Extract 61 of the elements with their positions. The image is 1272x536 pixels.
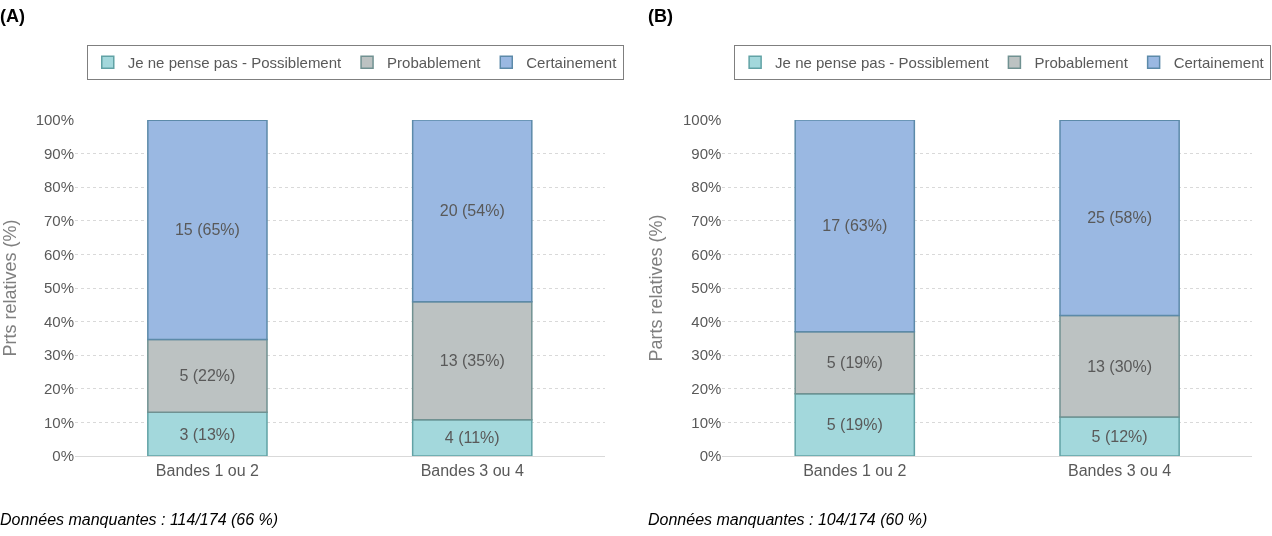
legend-label: Je ne pense pas - Possiblement (775, 54, 990, 72)
y-axis-title: Prts relatives (%) (0, 219, 20, 357)
y-tick-label: 80% (43, 178, 74, 196)
bar (1059, 314, 1180, 418)
y-tick-label: 70% (43, 212, 74, 230)
data-label: 4 (11%) (444, 429, 500, 447)
y-tick-label: 60% (691, 245, 722, 263)
chart-title: (B) (648, 6, 673, 26)
data-label: 3 (13%) (179, 425, 236, 443)
data-label: 15 (65%) (174, 221, 240, 239)
y-tick-label: 90% (43, 144, 74, 162)
y-tick-label: 0% (699, 447, 722, 465)
y-tick-label: 10% (43, 413, 74, 431)
data-label: 13 (35%) (439, 352, 505, 370)
x-tick-label: Bandes 3 ou 4 (1067, 462, 1172, 480)
data-label: 17 (63%) (822, 217, 888, 235)
legend-label: Je ne pense pas - Possiblement (127, 54, 343, 72)
bar (411, 120, 533, 303)
bar (794, 393, 916, 456)
y-tick-label: 50% (691, 279, 722, 297)
bar (147, 120, 268, 341)
bar (147, 411, 268, 456)
y-tick-label: 60% (43, 245, 74, 263)
y-tick-label: 80% (691, 178, 722, 196)
y-tick-label: 20% (691, 380, 722, 398)
y-tick-label: 0% (52, 447, 74, 465)
y-tick-label: 40% (43, 312, 74, 330)
y-tick-label: 10% (691, 413, 722, 431)
y-tick-label: 100% (682, 111, 722, 129)
x-tick-label: Bandes 3 ou 4 (420, 462, 524, 480)
y-tick-label: 40% (691, 312, 722, 330)
bar (794, 120, 916, 333)
data-label: 20 (54%) (439, 202, 505, 220)
legend-label: Certainement (526, 54, 618, 72)
y-axis-title: Parts relatives (%) (646, 214, 667, 362)
data-label: 5 (22%) (179, 367, 236, 385)
y-tick-label: 20% (43, 380, 74, 398)
x-tick-label: Bandes 1 ou 2 (155, 462, 260, 480)
legend-label: Certainement (1173, 54, 1265, 72)
y-tick-label: 70% (691, 212, 722, 230)
data-label: 25 (58%) (1087, 209, 1153, 227)
y-tick-label: 30% (43, 346, 74, 364)
bar (411, 301, 533, 421)
text: Données manquantes : 114/174 (66 %) (0, 511, 279, 528)
x-tick-label: Bandes 1 ou 2 (803, 462, 907, 480)
legend-label: Probablement (1034, 54, 1129, 72)
y-tick-label: 100% (35, 111, 74, 129)
bar (794, 330, 916, 395)
chart-title: (A) (0, 6, 25, 26)
text: Données manquantes : 104/174 (60 %) (648, 511, 928, 528)
bar (147, 338, 268, 414)
legend-label: Probablement (387, 54, 482, 72)
y-tick-label: 90% (691, 144, 722, 162)
y-tick-label: 50% (43, 279, 74, 297)
bar (411, 418, 533, 456)
y-tick-label: 30% (691, 346, 722, 364)
data-label: 5 (19%) (826, 416, 883, 434)
data-label: 5 (12%) (1091, 428, 1148, 446)
bar (1059, 120, 1180, 317)
data-label: 5 (19%) (826, 354, 883, 372)
data-label: 13 (30%) (1087, 357, 1153, 375)
